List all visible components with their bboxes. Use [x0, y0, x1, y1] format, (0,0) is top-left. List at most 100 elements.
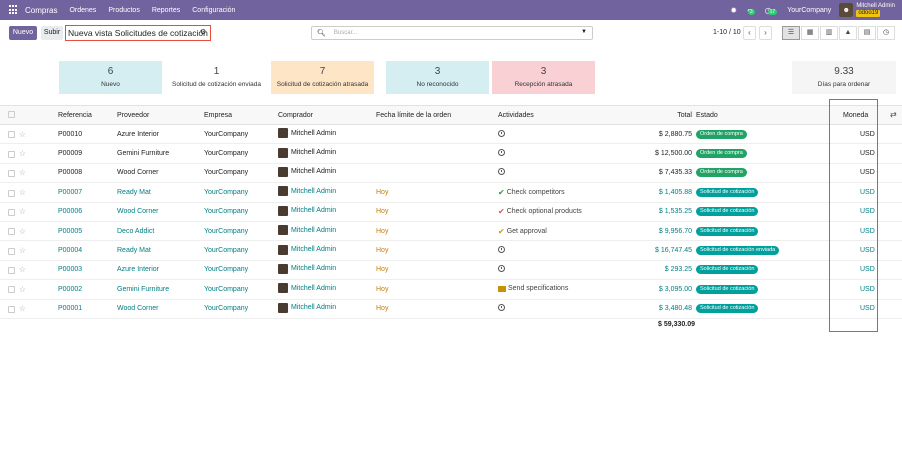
graph-view-button[interactable]: ▲	[839, 26, 857, 40]
cell-company[interactable]: YourCompany	[204, 299, 278, 319]
cell-total[interactable]: $ 293.25	[639, 260, 696, 281]
row-select-cell[interactable]: ☆	[0, 182, 58, 203]
row-checkbox[interactable]	[8, 286, 15, 294]
table-row[interactable]: ☆ P00005 Deco Addict YourCompany Mitchell Ad…	[0, 221, 902, 242]
kanban-view-button[interactable]: ▦	[801, 26, 819, 40]
column-options-icon[interactable]: ⇄	[890, 110, 897, 119]
cell-company[interactable]: YourCompany	[204, 221, 278, 242]
cell-vendor[interactable]: Ready Mat	[117, 240, 204, 261]
card-late-rfq[interactable]: 7 Solicitud de cotización atrasada	[271, 61, 374, 94]
search-input[interactable]: 🔍︎ Buscar... ▼	[311, 26, 593, 40]
pager-prev-button[interactable]: ‹	[743, 26, 756, 40]
cell-deadline[interactable]	[376, 143, 498, 164]
app-grid-icon[interactable]	[9, 5, 19, 15]
calendar-view-button[interactable]: ▤	[858, 26, 876, 40]
table-row[interactable]: ☆ P00001 Wood Corner YourCompany Mitchell Ad…	[0, 299, 902, 319]
cell-ref[interactable]: P00006	[58, 202, 117, 222]
cell-deadline[interactable]	[376, 163, 498, 184]
table-row[interactable]: ☆ P00010 Azure Interior YourCompany Mitchell…	[0, 124, 902, 145]
cell-vendor[interactable]: Gemini Furniture	[117, 279, 204, 300]
row-select-cell[interactable]: ☆	[0, 260, 58, 281]
menu-ordenes[interactable]: Ordenes	[69, 6, 97, 14]
cell-activity[interactable]	[498, 260, 639, 281]
table-row[interactable]: ☆ P00004 Ready Mat YourCompany Mitchell Admi…	[0, 240, 902, 261]
header-comprador[interactable]: Comprador	[278, 105, 376, 125]
cell-currency[interactable]: USD	[843, 124, 902, 145]
row-checkbox[interactable]	[8, 150, 15, 158]
header-estado[interactable]: Estado	[696, 105, 843, 125]
table-row[interactable]: ☆ P00006 Wood Corner YourCompany Mitchell Ad…	[0, 202, 902, 222]
user-avatar[interactable]: ☻	[839, 3, 854, 17]
cell-state[interactable]: Solicitud de cotización enviada	[696, 240, 843, 261]
star-icon[interactable]: ☆	[18, 168, 27, 178]
envelope-icon[interactable]	[498, 285, 506, 292]
cell-state[interactable]: Solicitud de cotización	[696, 221, 843, 242]
check-icon[interactable]: ✔	[498, 226, 505, 236]
cell-vendor[interactable]: Ready Mat	[117, 182, 204, 203]
pager-value[interactable]: 1-10 / 10	[713, 29, 741, 36]
cell-deadline[interactable]: Hoy	[376, 182, 498, 203]
cell-total[interactable]: $ 7,435.33	[639, 163, 696, 184]
company-switcher[interactable]: YourCompany	[787, 6, 832, 14]
cell-vendor[interactable]: Wood Corner	[117, 163, 204, 184]
cell-currency[interactable]: USD	[843, 279, 902, 300]
row-checkbox[interactable]	[8, 189, 15, 197]
cell-ref[interactable]: P00004	[58, 240, 117, 261]
cell-currency[interactable]: USD	[843, 163, 902, 184]
select-all-checkbox[interactable]	[8, 111, 15, 119]
cell-state[interactable]: Solicitud de cotización	[696, 202, 843, 222]
cell-buyer[interactable]: Mitchell Admin	[278, 299, 376, 319]
cell-currency[interactable]: USD	[843, 143, 902, 164]
cell-company[interactable]: YourCompany	[204, 240, 278, 261]
cell-activity[interactable]: ✔ Check competitors	[498, 182, 639, 203]
cell-company[interactable]: YourCompany	[204, 260, 278, 281]
cell-vendor[interactable]: Deco Addict	[117, 221, 204, 242]
cell-activity[interactable]	[498, 240, 639, 261]
clock-icon[interactable]	[498, 304, 505, 312]
row-select-cell[interactable]: ☆	[0, 299, 58, 319]
cell-activity[interactable]	[498, 124, 639, 145]
cell-buyer[interactable]: Mitchell Admin	[278, 240, 376, 261]
cell-vendor[interactable]: Azure Interior	[117, 260, 204, 281]
check-icon[interactable]: ✔	[498, 187, 505, 197]
cell-company[interactable]: YourCompany	[204, 279, 278, 300]
cell-ref[interactable]: P00005	[58, 221, 117, 242]
header-actividades[interactable]: Actividades	[498, 105, 639, 125]
cell-buyer[interactable]: Mitchell Admin	[278, 124, 376, 145]
clock-icon[interactable]	[498, 168, 505, 176]
cell-state[interactable]: Orden de compra	[696, 124, 843, 145]
table-row[interactable]: ☆ P00007 Ready Mat YourCompany Mitchell Admi…	[0, 182, 902, 203]
cell-buyer[interactable]: Mitchell Admin	[278, 279, 376, 300]
activity-icon[interactable]: ◷17	[765, 6, 778, 15]
bug-icon[interactable]: ✹	[730, 5, 738, 15]
row-select-cell[interactable]: ☆	[0, 163, 58, 184]
cell-total[interactable]: $ 2,880.75	[639, 124, 696, 145]
cell-vendor[interactable]: Wood Corner	[117, 202, 204, 222]
cell-deadline[interactable]: Hoy	[376, 221, 498, 242]
star-icon[interactable]: ☆	[18, 226, 27, 236]
chevron-down-icon[interactable]: ▼	[581, 29, 587, 35]
cell-vendor[interactable]: Azure Interior	[117, 124, 204, 145]
cell-vendor[interactable]: Gemini Furniture	[117, 143, 204, 164]
clock-icon[interactable]	[498, 149, 505, 157]
cell-state[interactable]: Orden de compra	[696, 143, 843, 164]
gear-icon[interactable]: ⚙	[200, 29, 207, 36]
pivot-view-button[interactable]: ▥	[820, 26, 838, 40]
menu-configuracion[interactable]: Configuración	[192, 6, 236, 14]
table-row[interactable]: ☆ P00002 Gemini Furniture YourCompany Mitche…	[0, 279, 902, 300]
header-total[interactable]: Total	[639, 105, 696, 125]
header-proveedor[interactable]: Proveedor	[117, 105, 204, 125]
cell-total[interactable]: $ 1,535.25	[639, 202, 696, 222]
clock-icon[interactable]	[498, 246, 505, 254]
select-all-cell[interactable]	[0, 105, 58, 125]
cell-currency[interactable]: USD	[843, 202, 902, 222]
star-icon[interactable]: ☆	[18, 187, 27, 197]
cell-currency[interactable]: USD	[843, 240, 902, 261]
cell-ref[interactable]: P00010	[58, 124, 117, 145]
list-view-button[interactable]: ☰	[782, 26, 800, 40]
table-row[interactable]: ☆ P00009 Gemini Furniture YourCompany Mitche…	[0, 143, 902, 164]
cell-deadline[interactable]	[376, 124, 498, 145]
check-icon[interactable]: ✔	[498, 207, 505, 217]
row-select-cell[interactable]: ☆	[0, 279, 58, 300]
row-select-cell[interactable]: ☆	[0, 143, 58, 164]
